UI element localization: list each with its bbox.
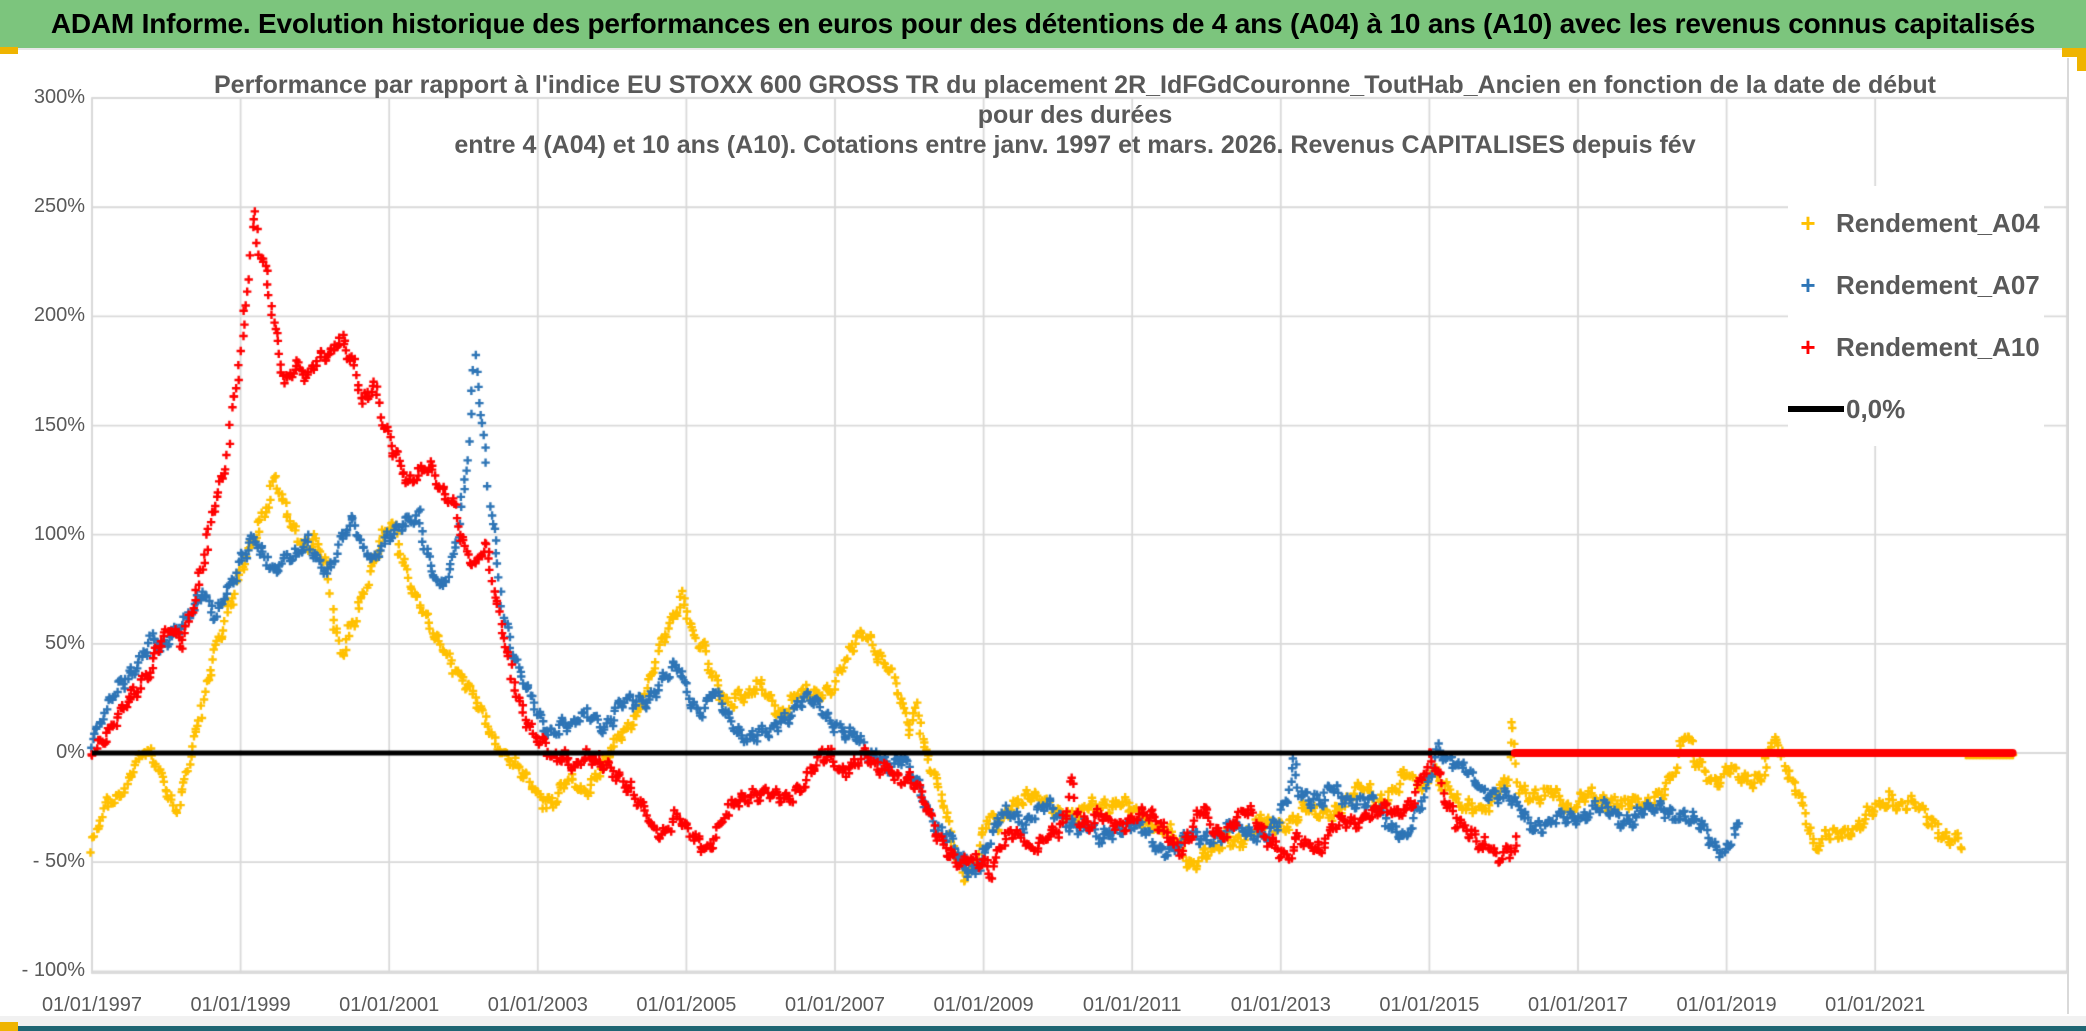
legend-label: Rendement_A07 xyxy=(1836,269,2040,300)
x-tick-label: 01/01/2005 xyxy=(636,994,737,1016)
x-tick-label: 01/01/2021 xyxy=(1825,994,1926,1016)
x-tick-label: 01/01/2015 xyxy=(1379,994,1480,1016)
bottom-bar xyxy=(18,1026,2086,1031)
y-tick-label: - 50% xyxy=(32,850,85,873)
legend-label: Rendement_A10 xyxy=(1836,331,2040,362)
x-tick-label: 01/01/2007 xyxy=(784,994,886,1016)
status-strip xyxy=(0,1016,2086,1026)
legend-item-rendement-a10[interactable]: + Rendement_A10 xyxy=(1788,316,2044,378)
x-tick-label: 01/01/2009 xyxy=(933,994,1034,1016)
x-tick-label: 01/01/2013 xyxy=(1230,994,1331,1016)
gold-corner-bottom-left[interactable] xyxy=(0,1022,18,1031)
y-tick-label: 0% xyxy=(56,741,85,763)
chart-title-line-1: Performance par rapport à l'indice EU ST… xyxy=(214,71,1936,99)
plus-marker-icon: + xyxy=(1800,332,1816,362)
x-tick-label: 01/01/1997 xyxy=(41,994,143,1016)
plus-marker-icon: + xyxy=(1800,270,1816,300)
zero-line-icon xyxy=(1788,406,1844,412)
chart-legend: + Rendement_A04 + Rendement_A07 + Rendem… xyxy=(1788,186,2044,446)
y-tick-label: 200% xyxy=(33,304,85,327)
chart-title-line-3: entre 4 (A04) et 10 ans (A10). Cotations… xyxy=(454,131,1696,159)
x-tick-label: 01/01/2003 xyxy=(487,994,588,1016)
legend-label: 0,0% xyxy=(1846,393,1906,424)
legend-item-rendement-a07[interactable]: + Rendement_A07 xyxy=(1788,254,2044,316)
chart-title-line-2: pour des durées xyxy=(977,101,1173,129)
y-tick-label: - 100% xyxy=(21,959,85,982)
x-tick-label: 01/01/1999 xyxy=(190,994,291,1016)
x-tick-label: 01/01/2019 xyxy=(1676,994,1777,1016)
x-tick-label: 01/01/2017 xyxy=(1527,994,1629,1016)
y-tick-label: 150% xyxy=(33,413,85,436)
x-tick-label: 01/01/2001 xyxy=(339,994,440,1016)
legend-item-zero-line[interactable]: 0,0% xyxy=(1788,378,2044,440)
y-tick-label: 300% xyxy=(33,86,85,109)
y-tick-label: 100% xyxy=(33,522,85,545)
plus-marker-icon: + xyxy=(1800,208,1816,238)
y-tick-label: 50% xyxy=(44,631,85,654)
y-tick-label: 250% xyxy=(33,195,85,218)
chart-title: Performance par rapport à l'indice EU ST… xyxy=(170,70,1980,160)
legend-item-rendement-a04[interactable]: + Rendement_A04 xyxy=(1788,192,2044,254)
legend-label: Rendement_A04 xyxy=(1836,207,2040,238)
x-tick-label: 01/01/2011 xyxy=(1082,994,1182,1016)
